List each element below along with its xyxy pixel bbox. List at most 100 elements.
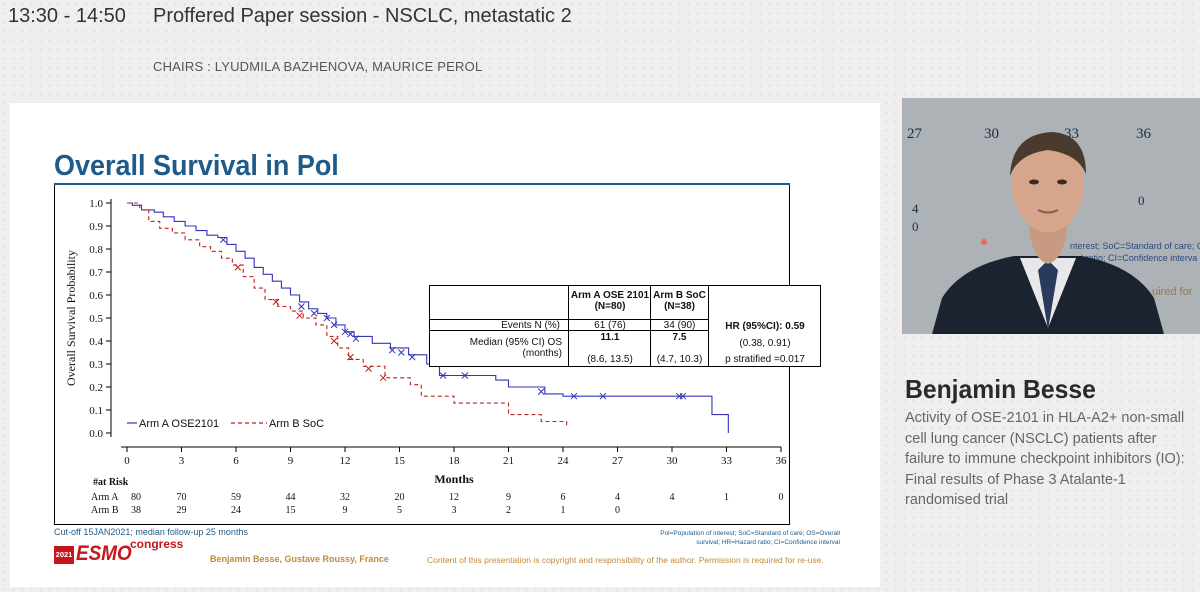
survival-curve-arm-b	[127, 202, 568, 427]
video-bg-num: 0	[1138, 193, 1145, 208]
censor-mark	[365, 365, 372, 372]
risk-cell: 12	[449, 492, 459, 503]
session-time: 13:30 - 14:50	[8, 5, 126, 27]
risk-cell: 0	[615, 505, 620, 516]
x-tick-label: 36	[776, 455, 788, 467]
y-tick-label: 0.9	[89, 221, 103, 233]
legend-label-arm-a: Arm A OSE2101	[139, 418, 219, 430]
y-tick-label: 0.8	[89, 244, 103, 256]
table-row-events-b: 34 (90)	[663, 320, 696, 331]
risk-cell: 24	[231, 505, 241, 516]
video-bg-text: d ratio; CI=Confidence interva	[1078, 253, 1197, 263]
km-chart: 0.00.10.20.30.40.50.60.70.80.91.00 3 6 9 12 1…	[64, 198, 788, 516]
table-row-median-a: 11.1 (8.6, 13.5)	[587, 332, 633, 365]
y-axis-label: Overall Survival Probability	[64, 250, 78, 386]
risk-cell: 0	[779, 492, 784, 503]
censor-mark	[219, 236, 227, 244]
x-axis-label: Months	[434, 472, 474, 486]
table-row-median-label: Median (95% CI) OS (months)	[469, 337, 562, 359]
risk-row-label: Arm B	[91, 505, 119, 516]
risk-cell: 4	[615, 492, 620, 503]
risk-cell: 32	[340, 492, 350, 503]
session-header: 13:30 - 14:50 Proffered Paper session - …	[0, 0, 1200, 100]
x-tick-label: 9	[288, 455, 294, 467]
y-tick-label: 0.0	[89, 428, 103, 440]
y-tick-label: 0.3	[89, 359, 103, 371]
risk-cell: 20	[395, 492, 405, 503]
survival-curve-arm-a	[127, 202, 729, 433]
risk-cell: 1	[561, 505, 566, 516]
p-value: p stratified =0.017	[725, 354, 805, 365]
y-tick-label: 1.0	[89, 198, 103, 210]
risk-cell: 3	[452, 505, 457, 516]
presentation-slide: Overall Survival in Pol 0.0 0.1 0.2 0.3 0.4 0…	[10, 103, 880, 587]
y-tick-label: 0.4	[89, 336, 103, 348]
risk-row-label: Arm A	[91, 492, 119, 503]
censor-mark	[310, 310, 318, 317]
risk-cell: 9	[506, 492, 511, 503]
speaker-video-frame: 27 30 33 36 4 0 0 nterest; SoC=Standard …	[902, 98, 1200, 334]
slide-title: Overall Survival in Pol	[54, 150, 339, 182]
speaker-video[interactable]: 27 30 33 36 4 0 0 nterest; SoC=Standard …	[902, 98, 1200, 334]
risk-cell: 59	[231, 492, 241, 503]
talk-title: Activity of OSE-2101 in HLA-A2+ non-smal…	[905, 410, 1185, 508]
censor-mark	[461, 372, 469, 379]
risk-cell: 5	[397, 505, 402, 516]
censor-mark	[341, 328, 349, 336]
session-title: Proffered Paper session - NSCLC, metasta…	[153, 5, 572, 27]
risk-cell: 9	[343, 505, 348, 516]
esmo-congress-logo: 2021 ESMO congress	[54, 537, 184, 565]
x-tick-label: 18	[449, 455, 461, 467]
censor-mark	[397, 349, 405, 356]
table-col-b-header: Arm B SoC (N=38)	[653, 290, 706, 312]
table-row-events-a: 61 (76)	[594, 320, 626, 331]
hazard-ratio: HR (95%CI): 0.59	[725, 321, 805, 332]
video-bg-text: uired for	[1152, 286, 1193, 298]
risk-cell: 80	[131, 492, 141, 503]
x-tick-label: 30	[667, 455, 679, 467]
legend-label-arm-b: Arm B SoC	[269, 418, 324, 430]
risk-cell: 38	[131, 505, 141, 516]
censor-mark	[570, 392, 578, 400]
video-bg-num: 4	[912, 201, 919, 216]
censor-mark	[347, 353, 354, 361]
video-bg-text: nterest; SoC=Standard of care; OS=O	[1070, 241, 1200, 251]
table-row-median-b: 7.5 (4.7, 10.3)	[656, 332, 703, 365]
censor-mark	[298, 303, 305, 310]
censor-mark	[352, 335, 360, 343]
censor-mark	[408, 353, 416, 361]
x-tick-label: 33	[721, 455, 733, 467]
abbreviations-note: Pol=Population of interest; SoC=Standard…	[660, 530, 840, 546]
km-plot-frame: 0.0 0.1 0.2 0.3 0.4 0.5 0.6 0.7 0.8 0.9 1.0 0 3 6 9 12 1…	[54, 185, 821, 525]
video-bg-tick: 27	[907, 126, 923, 142]
x-tick-label: 15	[394, 455, 406, 467]
speaker-name: Benjamin Besse	[905, 374, 1096, 404]
censor-mark	[234, 264, 242, 271]
y-tick-label: 0.2	[89, 382, 103, 394]
video-bg-tick: 30	[984, 126, 999, 142]
risk-cell: 6	[561, 492, 566, 503]
x-tick-label: 3	[179, 455, 185, 467]
risk-cell: 29	[177, 505, 187, 516]
y-tick-label: 0.1	[89, 405, 103, 417]
censor-mark	[330, 321, 338, 329]
y-tick-label: 0.7	[89, 267, 103, 279]
censor-mark	[679, 392, 687, 400]
risk-cell: 1	[724, 492, 729, 503]
censor-mark	[330, 337, 338, 345]
title-rule	[54, 183, 790, 185]
x-tick-label: 27	[612, 455, 624, 467]
censor-mark	[388, 346, 396, 354]
risk-table-title: #at Risk	[93, 477, 129, 488]
risk-cell: 15	[286, 505, 296, 516]
censor-mark	[599, 392, 607, 400]
hazard-ratio-ci: (0.38, 0.91)	[739, 338, 791, 349]
table-row-events-label: Events N (%)	[501, 320, 560, 331]
table-col-a-header: Arm A OSE 2101 (N=80)	[570, 290, 650, 312]
video-bg-num: 0	[912, 219, 919, 234]
risk-cell: 70	[177, 492, 187, 503]
x-tick-label: 6	[233, 455, 239, 467]
video-bg-tick: 36	[1136, 126, 1152, 142]
footer-copyright: Content of this presentation is copyrigh…	[427, 555, 824, 565]
risk-cell: 2	[506, 505, 511, 516]
